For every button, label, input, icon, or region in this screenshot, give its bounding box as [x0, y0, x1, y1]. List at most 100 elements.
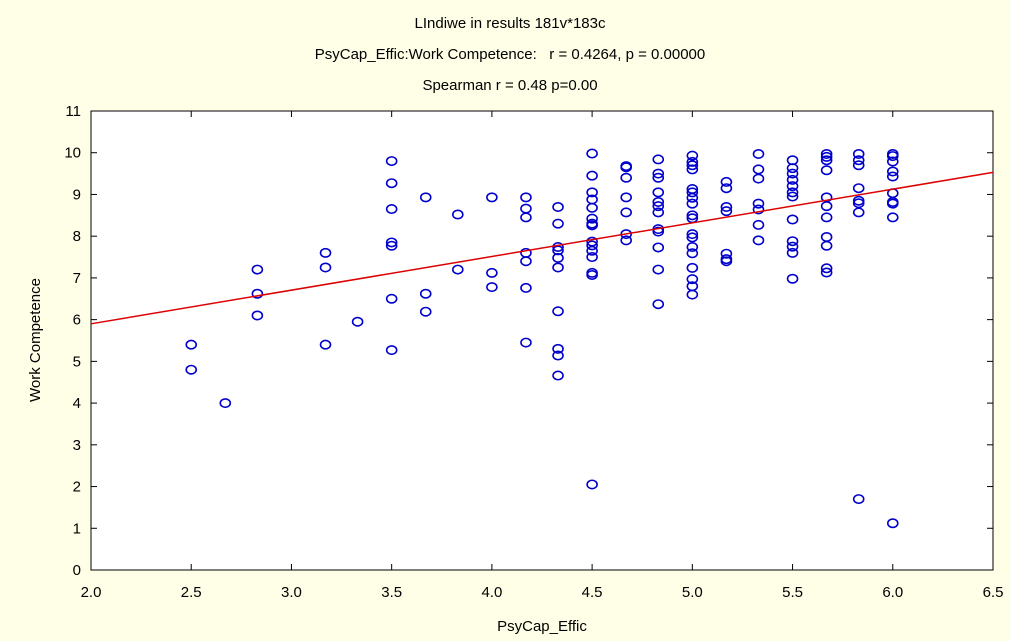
data-point	[385, 178, 398, 189]
data-point	[319, 247, 332, 258]
data-point	[552, 343, 564, 354]
data-point	[385, 345, 398, 356]
fit-line	[90, 171, 994, 325]
data-point	[586, 220, 598, 231]
data-point	[620, 162, 632, 173]
chart-title-line-2: PsyCap_Effic:Work Competence: r = 0.4264…	[315, 46, 706, 63]
data-point	[686, 229, 699, 240]
data-point	[520, 337, 532, 348]
y-tick-label: 3	[73, 437, 81, 454]
data-point	[786, 247, 799, 258]
data-point	[720, 183, 733, 194]
data-point	[419, 306, 432, 317]
x-axis-label: PsyCap_Effic	[497, 618, 587, 635]
data-point	[786, 187, 799, 198]
data-point	[652, 196, 665, 207]
data-point	[552, 306, 564, 317]
data-point	[686, 289, 699, 300]
data-point	[520, 256, 532, 267]
data-point	[652, 154, 665, 165]
data-point	[520, 192, 532, 203]
data-point	[586, 213, 598, 224]
data-point	[486, 282, 498, 293]
data-point	[586, 240, 598, 251]
data-point	[620, 192, 632, 203]
data-point	[786, 191, 799, 202]
data-point	[820, 267, 833, 278]
y-tick-label: 6	[73, 312, 81, 329]
data-point	[786, 241, 799, 252]
data-point	[886, 171, 899, 182]
y-tick-label: 1	[73, 520, 81, 537]
data-point	[520, 282, 532, 293]
y-tick-label: 11	[65, 103, 81, 120]
data-point	[786, 163, 799, 174]
data-point	[852, 494, 865, 505]
data-point	[385, 240, 398, 251]
data-point	[452, 209, 464, 220]
x-tick-label: 6.5	[983, 584, 1004, 601]
data-point	[686, 164, 699, 175]
x-tick-label: 3.5	[381, 584, 402, 601]
data-point	[620, 207, 632, 218]
data-point	[820, 212, 833, 223]
data-point	[820, 165, 833, 176]
data-point	[419, 288, 432, 299]
x-axis: 2.0 2.5 3.0 3.5 4.0 4.5 5.0 5.5 6.0 6.5	[81, 111, 1004, 601]
data-point	[652, 264, 665, 275]
data-point	[652, 168, 665, 179]
data-point	[686, 192, 699, 203]
data-point	[886, 212, 899, 223]
data-point	[586, 170, 598, 181]
plot-area	[90, 110, 994, 571]
data-point	[486, 192, 498, 203]
data-point	[251, 288, 264, 299]
y-tick-label: 5	[73, 353, 81, 370]
data-point	[852, 160, 865, 171]
data-point	[886, 156, 899, 167]
data-point	[620, 172, 632, 183]
data-point	[586, 269, 598, 280]
data-point	[486, 267, 498, 278]
x-tick-label: 4.0	[481, 584, 502, 601]
data-point	[686, 160, 699, 171]
data-point	[686, 232, 699, 243]
data-point	[720, 256, 733, 267]
data-point	[319, 339, 332, 350]
data-point	[552, 252, 564, 263]
data-point	[351, 316, 364, 327]
data-point	[820, 148, 833, 159]
data-point	[886, 151, 899, 162]
data-point	[652, 242, 665, 253]
data-point	[752, 219, 765, 230]
fit-line-group	[90, 171, 994, 325]
y-tick-label: 0	[73, 562, 81, 579]
data-point	[652, 201, 665, 212]
data-point	[419, 192, 432, 203]
data-point	[752, 204, 765, 215]
data-point	[219, 398, 232, 409]
y-axis: 0 1 2 3 4 5 6 7 8 9 10 11	[64, 103, 993, 579]
data-point	[552, 262, 564, 273]
x-tick-label: 4.5	[582, 584, 603, 601]
data-point	[586, 187, 598, 198]
x-tick-label: 2.0	[81, 584, 102, 601]
data-point	[752, 173, 765, 184]
data-point	[552, 242, 564, 253]
data-point	[686, 248, 699, 259]
data-point	[686, 242, 699, 253]
data-point	[686, 210, 699, 221]
data-point	[720, 206, 733, 217]
data-point	[586, 202, 598, 213]
data-point	[686, 150, 699, 161]
data-point	[385, 237, 398, 248]
data-point	[786, 273, 799, 284]
data-point	[652, 207, 665, 218]
data-point	[586, 245, 598, 256]
y-tick-label: 9	[73, 186, 81, 203]
data-point	[251, 310, 264, 321]
data-point	[752, 198, 765, 209]
data-point	[552, 370, 564, 381]
